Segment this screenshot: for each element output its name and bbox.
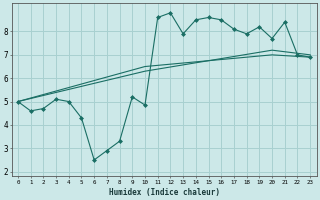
X-axis label: Humidex (Indice chaleur): Humidex (Indice chaleur) bbox=[108, 188, 220, 197]
